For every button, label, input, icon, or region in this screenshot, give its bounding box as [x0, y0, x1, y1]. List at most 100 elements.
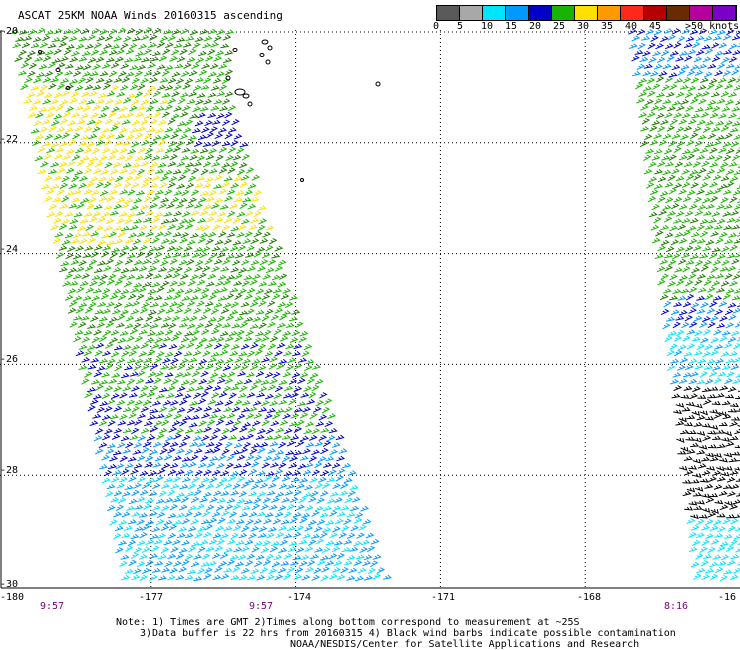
wind-barb [289, 455, 299, 462]
wind-barb [207, 419, 216, 426]
wind-barb [157, 162, 167, 168]
wind-barb [111, 351, 120, 358]
wind-barb [124, 238, 134, 244]
wind-barb [262, 231, 272, 238]
wind-barb [127, 293, 137, 300]
wind-barb [131, 385, 141, 392]
wind-barb [42, 55, 52, 62]
wind-barb [78, 140, 88, 147]
wind-barb [211, 140, 221, 147]
wind-barb [724, 378, 733, 385]
wind-barb [230, 245, 239, 252]
wind-barb [155, 231, 165, 237]
wind-barb [120, 309, 130, 316]
wind-barb [174, 308, 184, 314]
wind-barb [186, 406, 196, 414]
lon-label: -171 [431, 592, 456, 603]
wind-barb [54, 211, 64, 218]
wind-barb [273, 554, 283, 561]
wind-barb [112, 120, 122, 127]
wind-barb [219, 287, 228, 293]
wind-barb [290, 434, 300, 441]
wind-barb [99, 358, 109, 364]
wind-barb [159, 387, 169, 393]
wind-barb [673, 146, 682, 154]
wind-barb [83, 211, 93, 217]
wind-barb [83, 64, 92, 71]
wind-barb [78, 302, 88, 308]
wind-barb [145, 272, 154, 279]
wind-barb [129, 245, 139, 252]
wind-barb [113, 511, 123, 518]
wind-barb [325, 560, 335, 566]
wind-barb [229, 350, 239, 357]
wind-barb [251, 174, 261, 181]
wind-barb [315, 400, 324, 407]
wind-barb [159, 98, 169, 105]
wind-barb [304, 546, 314, 552]
wind-barb [272, 455, 282, 461]
wind-barb [188, 546, 197, 553]
wind-barb [224, 441, 234, 449]
island-outline [259, 53, 265, 57]
wind-barb [223, 217, 233, 224]
wind-barb [120, 63, 130, 69]
wind-barb [178, 526, 188, 532]
wind-barb [728, 351, 738, 357]
wind-barb [112, 308, 121, 315]
wind-barb [253, 518, 263, 525]
wind-barb [50, 161, 60, 168]
pass-time: 8:16 [664, 601, 689, 612]
wind-barb [163, 273, 173, 280]
wind-barb [692, 492, 702, 497]
wind-barb [176, 532, 186, 539]
wind-barb [236, 329, 246, 337]
wind-barb [106, 176, 116, 182]
wind-barb [643, 63, 653, 69]
wind-barb [154, 455, 164, 462]
wind-barb [50, 142, 60, 148]
wind-barb [695, 553, 704, 560]
wind-barb [203, 98, 213, 105]
wind-barb [667, 34, 677, 41]
wind-barb [305, 359, 315, 365]
wind-barb [726, 371, 735, 378]
wind-barb [190, 414, 200, 420]
wind-barb [98, 176, 108, 182]
wind-barb [274, 307, 284, 314]
island-outline [300, 178, 304, 182]
wind-barb [326, 477, 336, 483]
wind-barb [212, 511, 221, 518]
wind-barb [135, 28, 144, 36]
wind-barb [722, 141, 732, 148]
wind-barb [685, 174, 695, 181]
wind-barb [678, 154, 688, 161]
wind-barb [715, 392, 725, 398]
wind-barb [47, 43, 57, 49]
wind-barb [284, 490, 294, 496]
wind-barb [167, 35, 177, 42]
wind-barb [91, 336, 101, 343]
wind-barb [376, 567, 386, 574]
wind-barb [657, 125, 666, 133]
wind-barb [199, 337, 208, 344]
wind-barb [197, 134, 207, 141]
wind-barb [364, 575, 373, 581]
wind-barb [99, 316, 109, 322]
wind-barb [233, 419, 242, 427]
wind-barb [34, 155, 44, 162]
wind-barb [684, 422, 694, 427]
wind-barb [231, 344, 240, 350]
wind-barb [124, 545, 134, 552]
wind-barb [115, 463, 125, 470]
wind-barb [731, 416, 740, 421]
wind-barb [232, 503, 241, 511]
wind-barb [133, 463, 143, 469]
wind-barb [164, 497, 174, 503]
wind-barb [232, 154, 242, 161]
wind-barb [673, 196, 683, 203]
wind-barb [319, 392, 328, 399]
wind-barb [169, 441, 179, 447]
wind-barb [268, 567, 278, 574]
wind-barb [91, 28, 101, 35]
